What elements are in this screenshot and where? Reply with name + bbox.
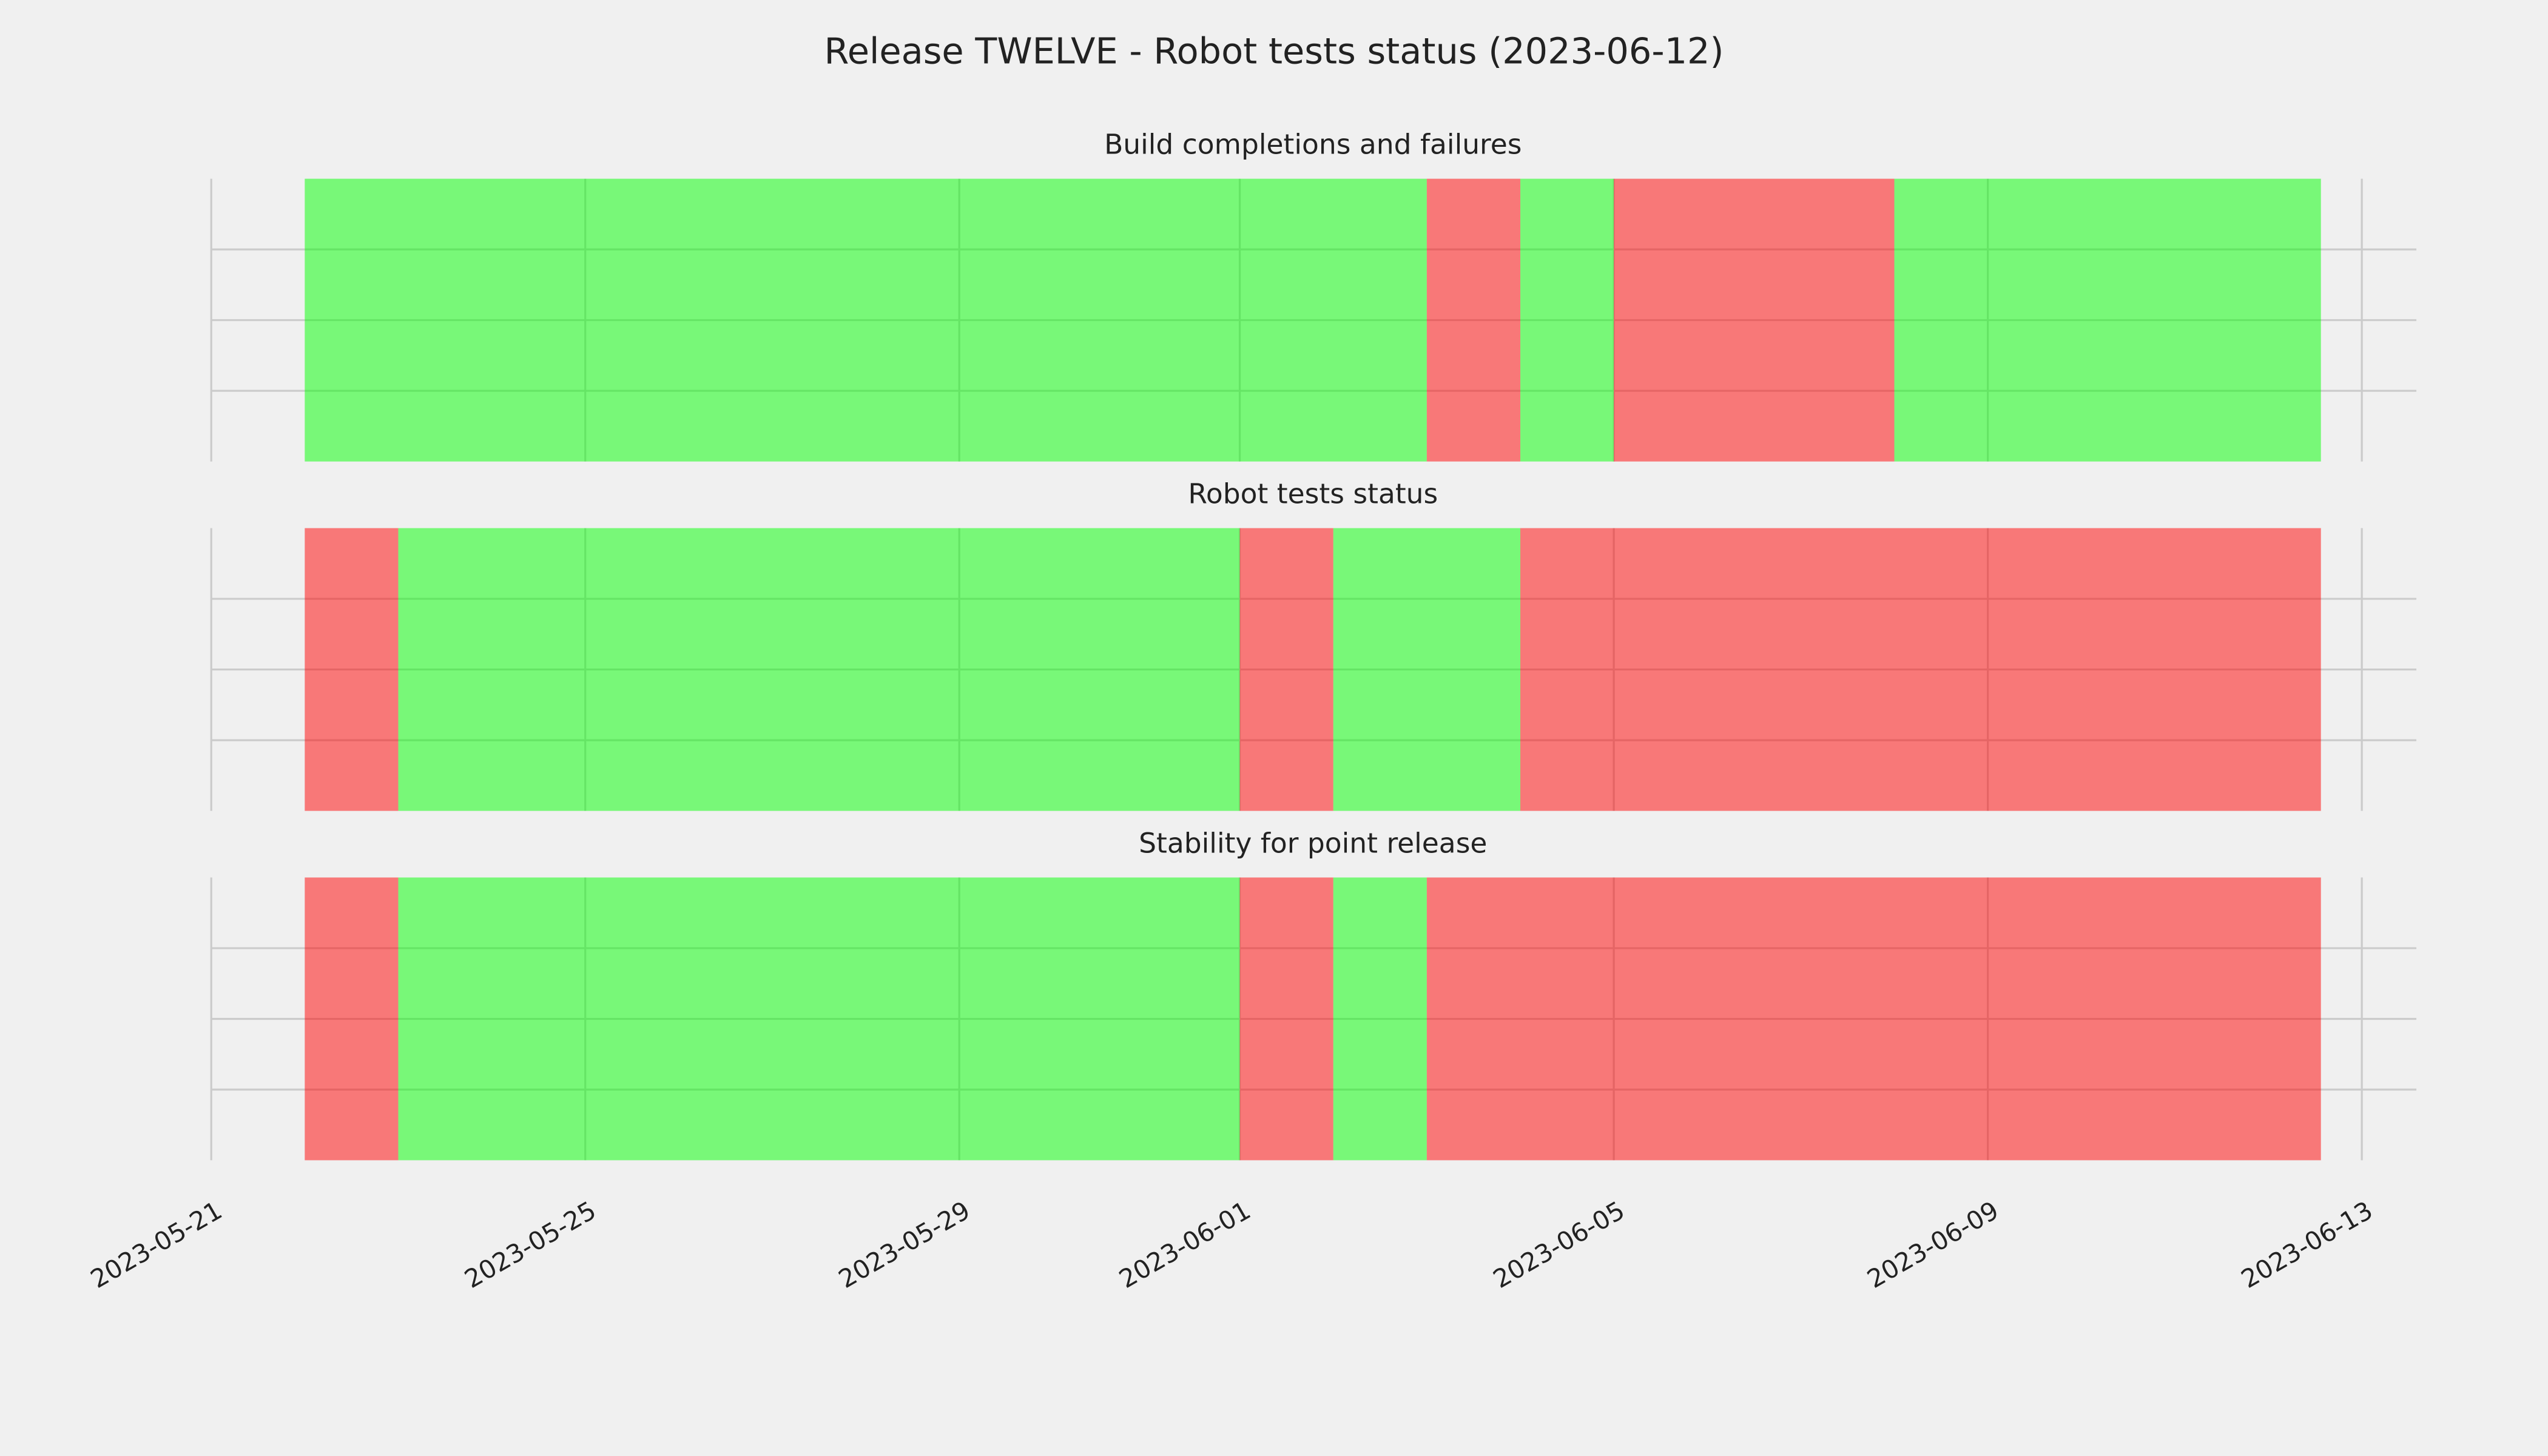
x-tick-label: 2023-05-25 [459, 1195, 601, 1294]
status-span [305, 528, 399, 811]
status-span [1520, 528, 2321, 811]
status-span [1520, 178, 1614, 462]
status-span [1333, 528, 1520, 811]
status-span [305, 877, 399, 1161]
status-span [398, 528, 1240, 811]
status-span [398, 877, 1240, 1161]
status-span [1426, 877, 2321, 1161]
status-span [1614, 178, 1895, 462]
status-span [1239, 528, 1333, 811]
status-span [1239, 877, 1333, 1161]
x-tick-label: 2023-06-13 [2236, 1195, 2378, 1294]
x-tick-label: 2023-06-01 [1114, 1195, 1255, 1294]
subplot-title: Robot tests status [1188, 477, 1438, 510]
x-tick-label: 2023-06-09 [1862, 1195, 2003, 1294]
x-tick-label: 2023-06-05 [1488, 1195, 1630, 1294]
x-tick-label: 2023-05-29 [834, 1195, 975, 1294]
status-span [1894, 178, 2321, 462]
subplot-title: Build completions and failures [1104, 129, 1522, 161]
status-span [305, 178, 1427, 462]
subplot-title: Stability for point release [1139, 827, 1487, 859]
x-tick-label: 2023-05-21 [86, 1195, 227, 1294]
chart-title: Release TWELVE - Robot tests status (202… [824, 30, 1724, 72]
status-span [1426, 178, 1520, 462]
status-span [1333, 877, 1427, 1161]
